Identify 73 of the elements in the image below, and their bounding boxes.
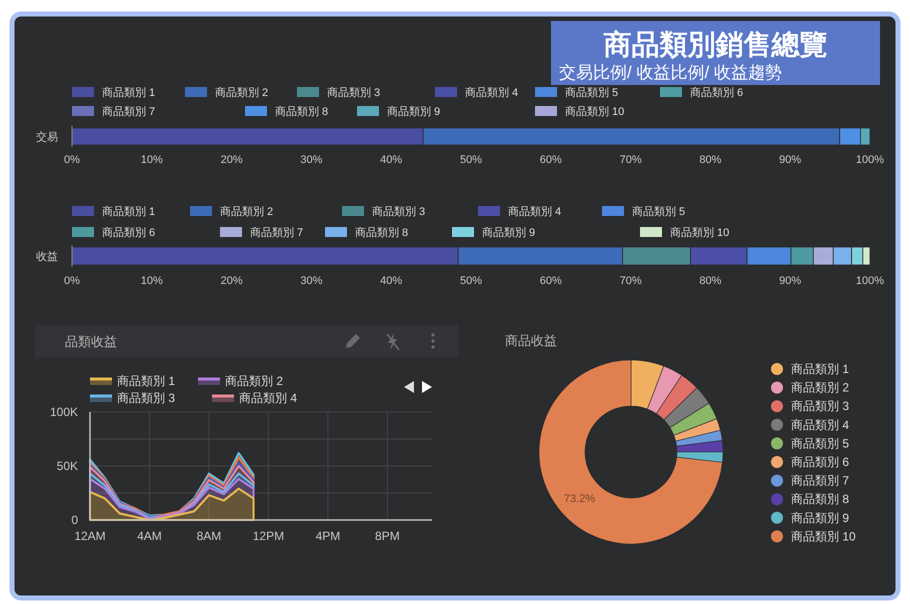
x-tick-label: 50% [460, 275, 482, 287]
legend-label: 商品類別 8 [791, 492, 850, 506]
legend-label: 商品類別 1 [117, 374, 176, 388]
x-tick-label: 20% [220, 154, 243, 166]
legend-label: 商品類別 7 [102, 105, 156, 118]
y-tick-label: 50K [56, 459, 78, 473]
legend-label: 商品類別 4 [239, 391, 298, 405]
legend-label: 商品類別 4 [465, 86, 518, 99]
legend-label: 商品類別 3 [327, 86, 380, 99]
legend-label: 商品類別 7 [250, 226, 304, 239]
x-tick-label: 10% [140, 275, 164, 287]
x-tick-label: 80% [699, 154, 722, 166]
x-tick-label: 100% [856, 275, 884, 287]
legend-label: 商品類別 3 [372, 205, 426, 218]
legend-label: 商品類別 1 [791, 362, 850, 376]
legend-label: 商品類別 9 [482, 226, 536, 239]
x-tick-label: 40% [380, 154, 402, 166]
legend-label: 商品類別 3 [791, 399, 850, 414]
x-tick-label: 90% [779, 275, 802, 287]
legend-label: 商品類別 3 [117, 391, 176, 405]
donut-slice [538, 360, 723, 544]
x-tick-label: 50% [460, 154, 482, 166]
legend-label: 商品類別 6 [102, 226, 156, 239]
x-tick-label: 30% [300, 154, 323, 166]
x-tick-label: 20% [220, 275, 243, 287]
legend-label: 商品類別 4 [508, 205, 562, 218]
legend-label: 商品類別 8 [275, 105, 328, 118]
legend-label: 商品類別 2 [225, 374, 284, 388]
legend-label: 商品類別 6 [690, 86, 744, 99]
x-tick-label: 0% [64, 154, 80, 166]
legend-label: 商品類別 1 [102, 86, 156, 99]
legend-label: 商品類別 2 [220, 205, 274, 218]
legend-label: 商品類別 6 [791, 455, 850, 469]
x-tick-label: 70% [620, 154, 642, 166]
x-tick-label: 100% [856, 154, 884, 166]
legend-label: 商品類別 10 [791, 529, 856, 544]
legend-label: 商品類別 10 [670, 226, 730, 239]
legend-label: 商品類別 5 [565, 86, 618, 99]
x-tick-label: 8PM [375, 529, 400, 543]
chart-title: 商品收益 [505, 333, 557, 348]
x-tick-label: 0% [64, 275, 80, 287]
y-tick-label: 交易 [36, 130, 58, 144]
y-tick-label: 收益 [36, 251, 58, 263]
x-tick-label: 70% [620, 275, 642, 287]
y-tick-label: 100K [50, 405, 78, 419]
text: 交易比例/ 收益比例/ 收益趨勢 [559, 63, 782, 82]
legend-label: 商品類別 9 [791, 510, 850, 525]
x-tick-label: 60% [540, 275, 562, 287]
x-tick-label: 4AM [137, 529, 162, 543]
x-tick-label: 12AM [74, 529, 106, 543]
x-tick-label: 80% [699, 275, 722, 287]
legend-label: 商品類別 1 [102, 205, 156, 218]
chart-title: 品類收益 [65, 334, 117, 349]
text: 商品類別銷售總覽 [602, 29, 828, 60]
x-tick-label: 12PM [252, 529, 284, 543]
legend-label: 商品類別 5 [791, 436, 850, 450]
x-tick-label: 90% [779, 154, 802, 166]
legend-label: 商品類別 4 [791, 418, 850, 432]
x-tick-label: 4PM [316, 529, 340, 543]
x-tick-label: 60% [540, 154, 562, 166]
legend-label: 商品類別 9 [387, 105, 440, 118]
x-tick-label: 40% [380, 275, 402, 287]
y-tick-label: 0 [71, 513, 78, 527]
x-tick-label: 8AM [196, 529, 222, 543]
data-label: 73.2% [564, 492, 596, 505]
legend-label: 商品類別 7 [791, 474, 850, 488]
x-tick-label: 10% [140, 154, 164, 166]
legend-label: 商品類別 2 [215, 86, 268, 99]
legend-label: 商品類別 10 [565, 105, 624, 118]
x-tick-label: 30% [300, 275, 323, 287]
legend-label: 商品類別 8 [355, 226, 408, 239]
legend-label: 商品類別 5 [632, 205, 686, 218]
legend-label: 商品類別 2 [791, 380, 850, 395]
